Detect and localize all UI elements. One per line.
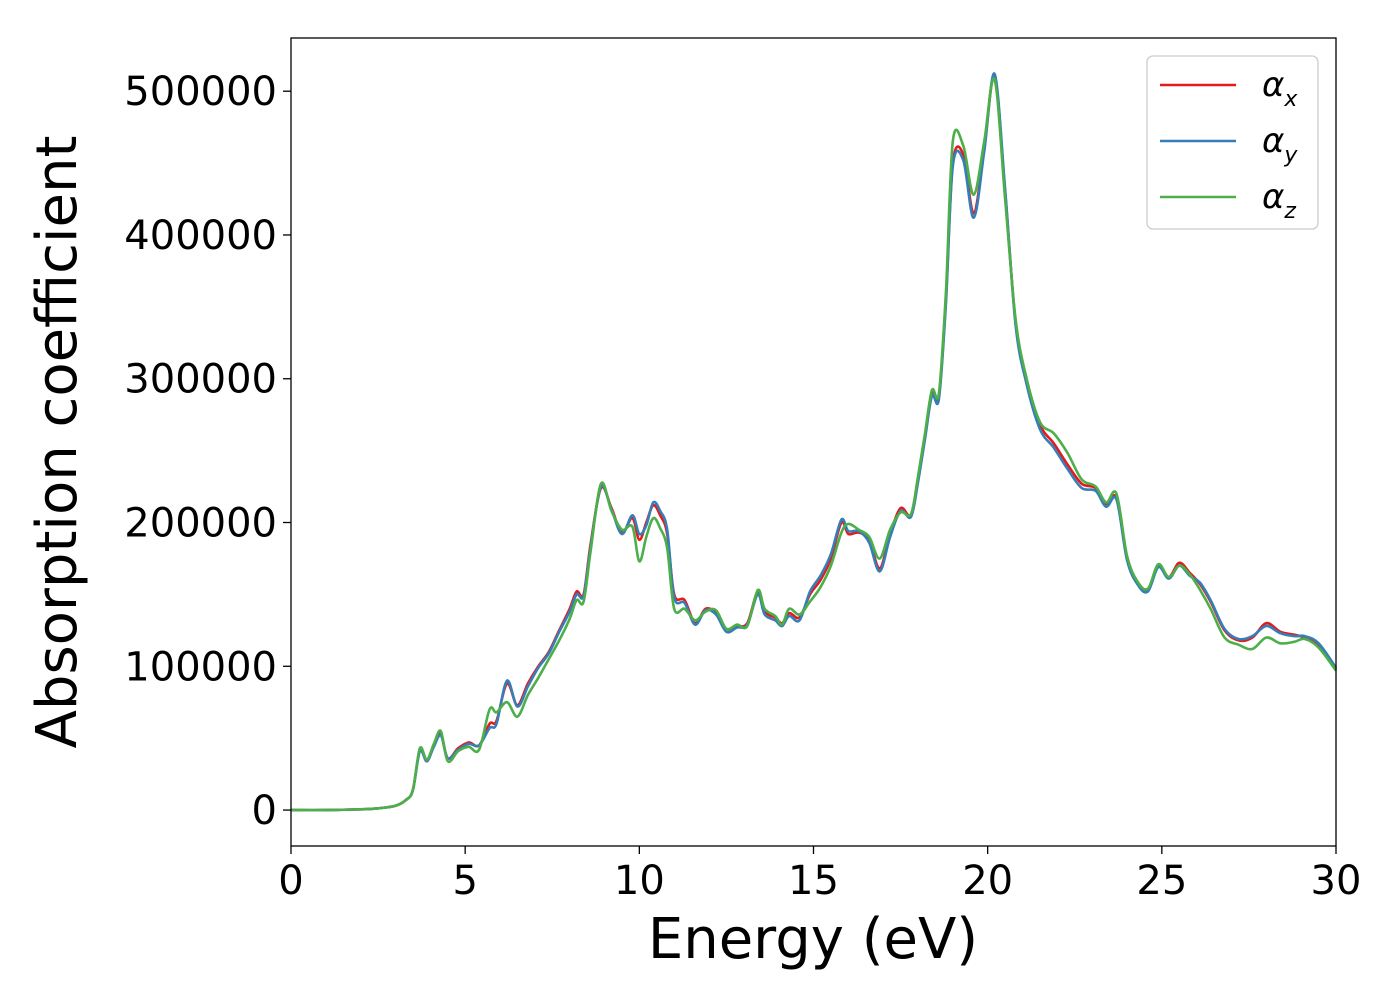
x-tick-label: 30 <box>1311 858 1362 904</box>
legend-box <box>1146 55 1319 230</box>
x-tick-label: 20 <box>962 858 1013 904</box>
x-tick-label: 10 <box>614 858 665 904</box>
x-tick-label: 15 <box>788 858 839 904</box>
x-axis-title: Energy (eV) <box>648 907 978 972</box>
series-line-z <box>290 77 1338 812</box>
y-tick-label: 0 <box>252 788 277 834</box>
series-layer <box>290 72 1338 812</box>
y-tick-label: 400000 <box>124 213 277 259</box>
y-tick-label: 500000 <box>124 69 277 115</box>
x-tick-label: 25 <box>1136 858 1187 904</box>
y-axis-title: Absorption coefficient <box>25 136 90 749</box>
y-tick-label: 200000 <box>124 501 277 547</box>
ticks-layer: 0 5 10 15 20 25 30 0 100000 200000 300000 400000 500… <box>124 69 1361 904</box>
y-tick-label: 300000 <box>124 357 277 403</box>
legend-label-x: αx <box>1262 65 1298 112</box>
series-line-y <box>290 72 1338 812</box>
x-tick-label: 5 <box>452 858 477 904</box>
y-tick-label: 100000 <box>124 644 277 690</box>
x-tick-label: 0 <box>278 858 303 904</box>
